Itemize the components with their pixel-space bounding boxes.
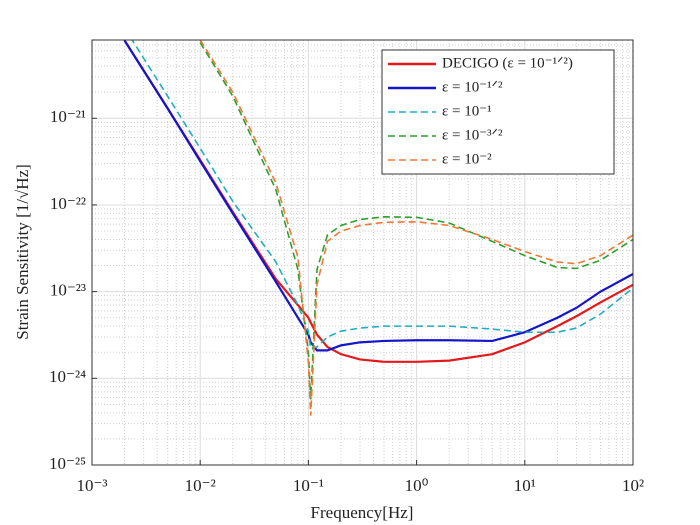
x-tick-label: 10⁻² — [185, 476, 216, 495]
legend-label: ε = 10⁻² — [442, 151, 492, 167]
x-tick-label: 10² — [622, 476, 644, 495]
y-tick-label: 10⁻²¹ — [50, 107, 86, 126]
legend-label: ε = 10⁻¹ᐟ² — [442, 79, 503, 95]
legend-label: DECIGO (ε = 10⁻¹ᐟ²) — [442, 55, 573, 71]
series-line — [123, 40, 633, 352]
y-tick-label: 10⁻²³ — [50, 281, 86, 300]
series-line — [199, 42, 633, 400]
x-tick-label: 10⁻¹ — [293, 476, 324, 495]
y-tick-label: 10⁻²² — [50, 194, 86, 213]
y-axis-label: Strain Sensitivity [1/√Hz] — [13, 164, 32, 340]
x-tick-label: 10¹ — [514, 476, 536, 495]
legend-box — [381, 49, 615, 175]
x-tick-label: 10⁻³ — [76, 476, 107, 495]
legend-label: ε = 10⁻³ᐟ² — [442, 127, 503, 143]
series-line — [199, 40, 633, 416]
legend: DECIGO (ε = 10⁻¹ᐟ²) ε = 10⁻¹ᐟ² ε = 10⁻¹ ε =… — [381, 49, 615, 175]
y-tick-label: 10⁻²⁴ — [49, 367, 86, 386]
plot-frame — [91, 39, 634, 466]
ticks: 10⁻³ 10⁻² 10⁻¹ 10⁰ 10¹ 10² 10⁻²⁵ 10⁻²⁴ 10⁻²³ 10⁻²… — [49, 107, 644, 495]
series-line — [131, 40, 633, 350]
x-axis-label: Frequency[Hz] — [311, 503, 414, 522]
y-tick-label: 10⁻²⁵ — [49, 454, 86, 473]
lines — [123, 40, 633, 416]
x-tick-label: 10⁰ — [405, 476, 429, 495]
legend-label: ε = 10⁻¹ — [442, 103, 492, 119]
